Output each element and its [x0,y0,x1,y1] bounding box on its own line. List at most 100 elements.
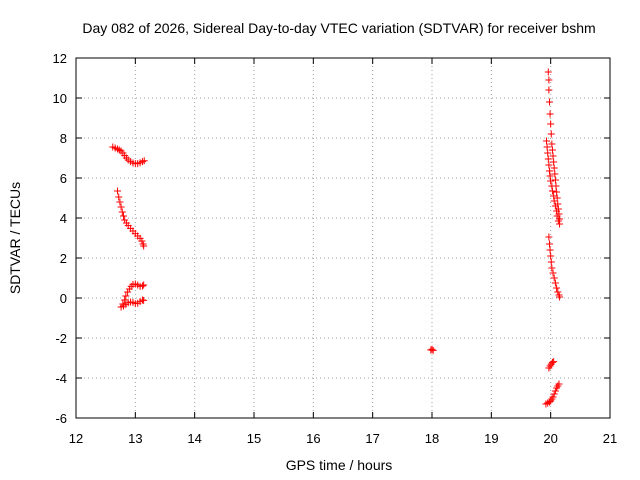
data-point-marker [548,146,556,154]
data-point-marker [550,192,558,200]
x-tick-label: 20 [543,431,557,446]
data-point-marker [122,292,130,300]
data-point-marker [547,258,555,266]
x-tick-label: 17 [365,431,379,446]
x-tick-label: 14 [187,431,201,446]
data-point-marker [550,164,558,172]
data-point-marker [554,200,562,208]
data-point-marker [542,400,550,408]
data-points [109,68,564,408]
data-point-marker [553,284,561,292]
data-point-marker [544,149,552,157]
data-point-marker [118,208,126,216]
data-point-marker [548,187,556,195]
data-point-marker [138,158,146,166]
data-point-marker [546,172,554,180]
data-point-marker [547,130,555,138]
data-point-marker [545,98,553,106]
y-tick-label: 8 [60,131,67,146]
data-point-marker [549,269,557,277]
data-point-marker [555,380,563,388]
y-tick-label: -2 [55,331,67,346]
data-point-marker [550,158,558,166]
data-point-marker [116,198,124,206]
data-point-marker [554,205,562,213]
data-point-marker [121,296,129,304]
data-point-marker [115,193,123,201]
data-point-marker [556,293,564,301]
data-point-marker [548,358,556,366]
y-tick-label: 0 [60,291,67,306]
x-tick-label: 16 [306,431,320,446]
data-point-marker [543,143,551,151]
data-point-marker [545,233,553,241]
data-point-marker [551,170,559,178]
data-point-marker [545,76,553,84]
y-tick-label: 2 [60,251,67,266]
data-point-marker [119,212,127,220]
data-point-marker [550,274,558,282]
data-point-marker [548,264,556,272]
data-point-marker [550,390,558,398]
data-point-marker [547,120,555,128]
data-point-marker [553,194,561,202]
data-point-marker [138,282,146,290]
chart-title: Day 082 of 2026, Sidereal Day-to-day VTE… [82,20,595,36]
data-point-marker [553,188,561,196]
x-tick-label: 15 [247,431,261,446]
data-point-marker [551,387,559,395]
data-point-marker [429,346,437,354]
plot-frame [75,57,611,419]
data-point-marker [124,288,132,296]
grid-lines [76,58,610,418]
data-point-marker [117,203,125,211]
y-tick-label: 4 [60,211,67,226]
data-point-marker [547,177,555,185]
data-point-marker [115,146,123,154]
data-point-marker [547,252,555,260]
data-point-marker [140,242,148,250]
y-axis-label: SDTVAR / TECUs [7,182,23,294]
data-point-marker [121,216,129,224]
y-tick-label: 10 [53,91,67,106]
axis-ticks: 12 13 14 15 16 17 18 19 20 21 -6 -4 -2 0 2 4 6 8 10 12 [53,51,618,446]
data-point-marker [546,246,554,254]
y-tick-label: 6 [60,171,67,186]
data-point-marker [545,240,553,248]
data-point-marker [545,86,553,94]
data-point-marker [140,281,148,289]
x-tick-label: 19 [484,431,498,446]
data-point-marker [554,288,562,296]
data-point-marker [114,187,122,195]
y-tick-label: -4 [55,371,67,386]
data-point-marker [544,155,552,163]
data-point-marker [140,296,148,304]
data-point-marker [552,182,560,190]
data-point-marker [140,157,148,165]
data-point-marker [548,140,556,148]
data-point-marker [550,358,558,366]
data-point-marker [556,220,564,228]
x-tick-label: 12 [69,431,83,446]
x-tick-label: 18 [425,431,439,446]
data-point-marker [555,210,563,218]
data-point-marker [551,279,559,287]
data-point-marker [114,145,122,153]
x-tick-label: 13 [128,431,142,446]
data-point-marker [549,152,557,160]
data-point-marker [544,68,552,76]
data-point-marker [551,176,559,184]
x-axis-label: GPS time / hours [286,457,393,473]
data-point-marker [138,237,146,245]
y-tick-label: 12 [53,51,67,66]
data-point-marker [550,197,558,205]
data-point-marker [545,161,553,169]
data-point-marker [543,137,551,145]
data-point-marker [428,345,436,353]
y-tick-label: -6 [55,411,67,426]
data-point-marker [545,167,553,175]
data-point-marker [549,393,557,401]
x-tick-label: 21 [603,431,617,446]
data-point-marker [546,110,554,118]
